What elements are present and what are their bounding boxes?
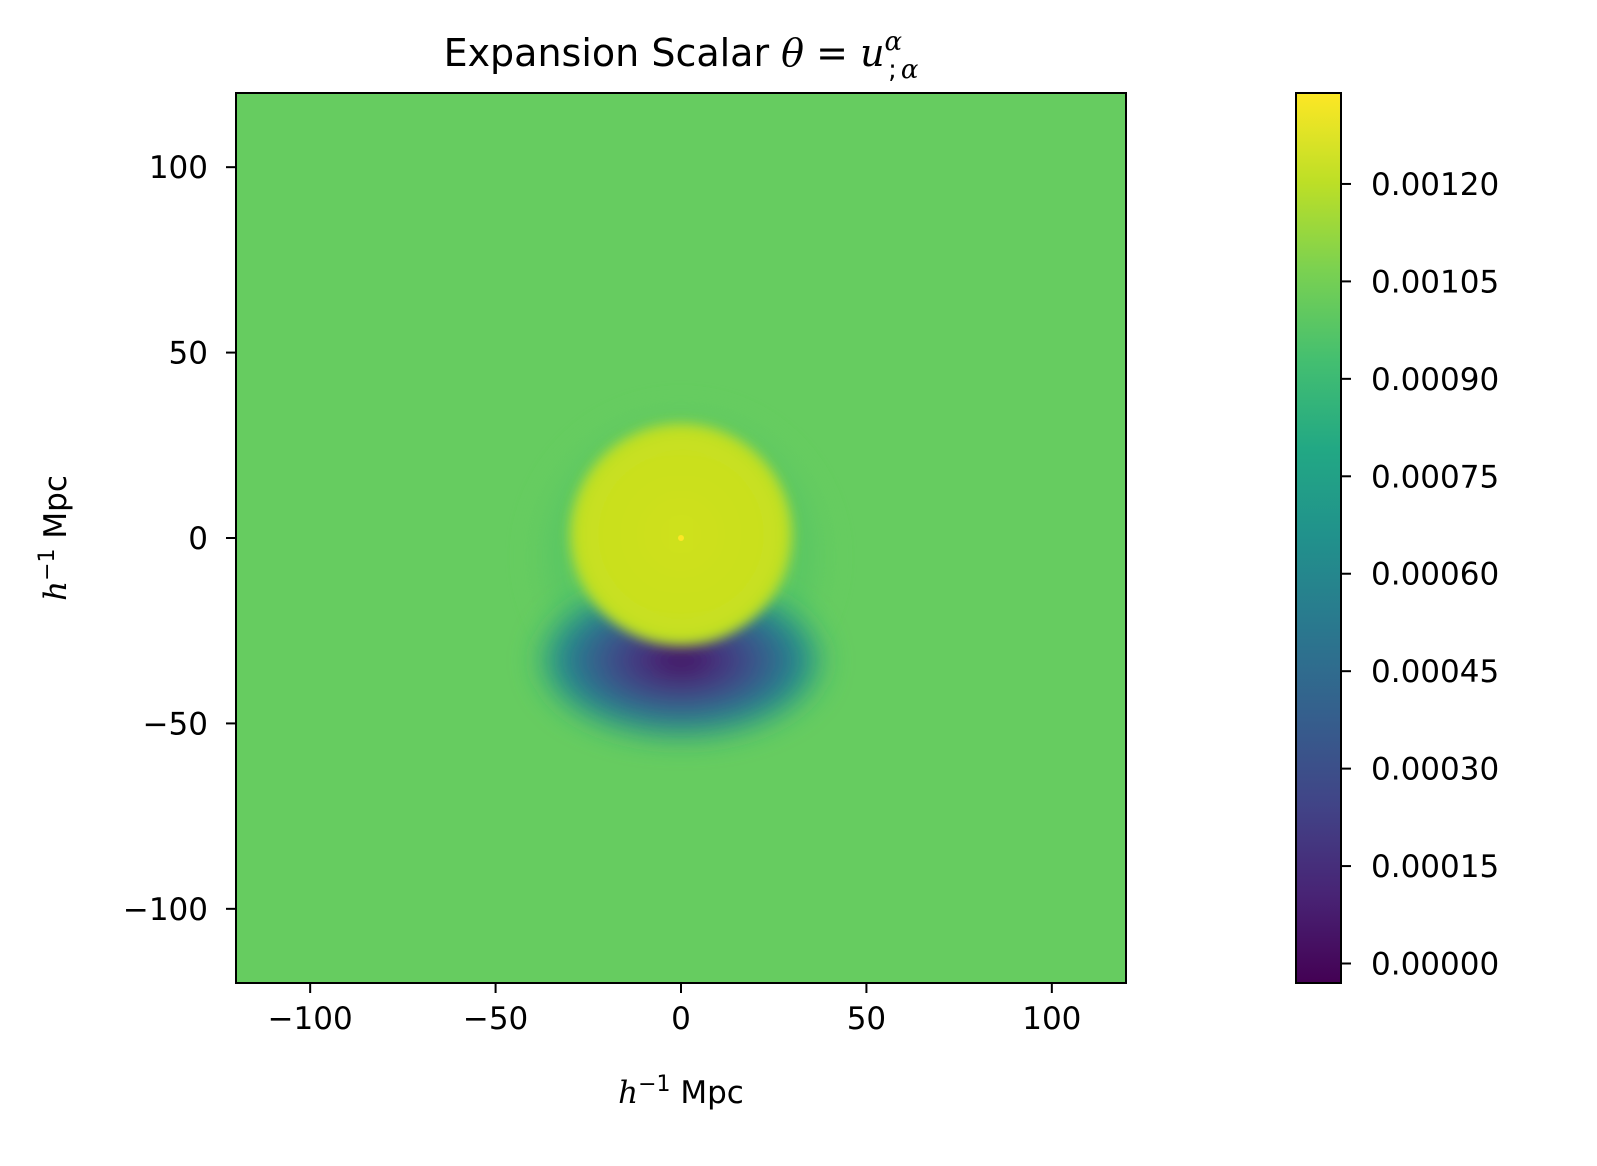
colorbar-tick-label: 0.00015: [1371, 849, 1499, 885]
colorbar-tick-label: 0.00000: [1371, 947, 1499, 983]
title-semicolon-subscript: ;: [888, 55, 897, 85]
colorbar-tick-label: 0.00090: [1371, 362, 1499, 398]
y-tick-label: 50: [169, 336, 208, 372]
y-tick-label: 100: [149, 150, 208, 186]
colorbar-tick-label: 0.00075: [1371, 459, 1499, 495]
heatmap-field: [236, 93, 1126, 983]
colorbar-tick-label: 0.00030: [1371, 752, 1499, 788]
x-tick-label: 0: [671, 1001, 691, 1037]
x-axis-label: h−1 Mpc: [618, 1072, 744, 1111]
y-axis-label-unit: Mpc: [38, 475, 74, 548]
x-tick-label: −50: [463, 1001, 528, 1037]
y-tick-label: 0: [188, 521, 208, 557]
x-tick-label: −100: [268, 1001, 353, 1037]
colorbar-tick-label: 0.00120: [1371, 167, 1499, 203]
y-axis-label: h−1 Mpc: [35, 475, 74, 601]
title-equals: =: [804, 31, 860, 75]
colorbar-tick-label: 0.00045: [1371, 654, 1499, 690]
y-tick-label: −100: [123, 892, 208, 928]
title-theta: θ: [781, 31, 804, 75]
x-tick-label: 100: [1022, 1001, 1081, 1037]
chart-title: Expansion Scalar θ = uα; α: [444, 27, 919, 85]
heatmap-center-peak: [678, 535, 684, 541]
heatmap-dark-crescent: [532, 578, 830, 742]
title-alpha-superscript: α: [885, 27, 903, 57]
y-axis-label-h: h: [38, 581, 74, 601]
x-axis-label-h: h: [618, 1075, 638, 1111]
x-axis-ticks: −100 −50 0 50 100: [268, 983, 1081, 1037]
title-text-prefix: Expansion Scalar: [444, 31, 782, 75]
x-axis-label-unit: Mpc: [671, 1075, 744, 1111]
colorbar-frame: [1295, 92, 1342, 984]
title-alpha-subscript: α: [901, 55, 919, 85]
y-tick-label: −50: [143, 706, 208, 742]
heatmap-yellow-disk: [569, 423, 793, 646]
x-tick-label: 50: [847, 1001, 886, 1037]
y-axis-ticks: −100 −50 0 50 100: [123, 150, 236, 928]
x-axis-label-exponent: −1: [638, 1072, 670, 1097]
title-u: u: [860, 31, 884, 75]
colorbar-tick-label: 0.00105: [1371, 264, 1499, 300]
colorbar-ticks: 0.00000 0.00015 0.00030 0.00045 0.00060 0.000…: [1341, 167, 1499, 983]
colorbar: [1296, 93, 1341, 983]
colorbar-tick-label: 0.00060: [1371, 557, 1499, 593]
y-axis-label-exponent: −1: [35, 548, 60, 580]
